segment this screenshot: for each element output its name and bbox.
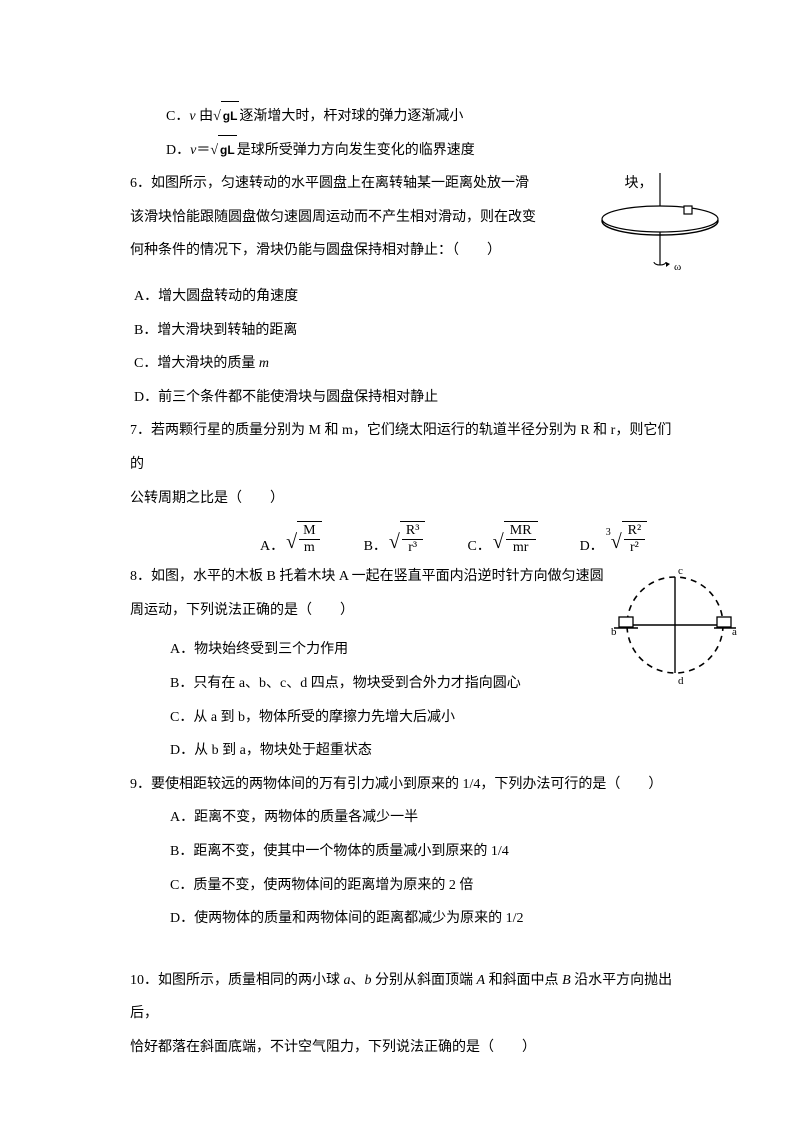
q8-block: a b c d 8．如图，水平的木板 B 托着木块 A 一起在竖直平面内沿逆时针… [130, 560, 680, 768]
q8-option-c: C．从 a 到 b，物体所受的摩擦力先增大后减小 [130, 701, 680, 735]
q5d-pre: D． [166, 143, 190, 158]
q7-options-row: A． √ Mm B． √ R³r³ C． √ MRmr [130, 521, 680, 556]
q10-c: 、 [351, 973, 365, 988]
sqrt-icon: √ MRmr [493, 521, 538, 556]
q6-option-b: B．增大滑块到转轴的距离 [130, 314, 680, 348]
q7-option-c: C． √ MRmr [467, 521, 537, 556]
q10-stem-1: 10．如图所示，质量相同的两小球 a、b 分别从斜面顶端 A 和斜面中点 B 沿… [130, 964, 680, 1031]
sqrt-icon: √gL [210, 134, 236, 168]
q6s2l: 该滑块恰能跟随圆盘做匀速圆周运动而不产生相对滑动，则在改变 [130, 210, 536, 225]
q6-stem-2: 该滑块恰能跟随圆盘做匀速圆周运动而不产生相对滑动，则在改变 下列 [130, 201, 680, 235]
q6-stem-3: 何种条件的情况下，滑块仍能与圆盘保持相对静止：（ ） [130, 234, 680, 268]
q7b-den: r³ [404, 540, 421, 555]
q6c-pre: C．增大滑块的质量 [134, 356, 259, 371]
q6-option-d: D．前三个条件都不能使滑块与圆盘保持相对静止 [130, 381, 680, 415]
labD: D． [580, 539, 604, 556]
q5-option-d: D．v＝√gL是球所受弹力方向发生变化的临界速度 [130, 134, 680, 168]
q7-stem-2: 公转周期之比是（ ） [130, 482, 680, 516]
q9-stem: 9．要使相距较远的两物体间的万有引力减小到原来的 1/4，下列办法可行的是（ ） [130, 768, 680, 802]
q5c-sqrt: gL [221, 101, 240, 131]
q7-option-a: A． √ Mm [260, 521, 322, 556]
q7a-num: M [299, 523, 319, 539]
sqrt-icon: √ Mm [286, 521, 321, 556]
q6-option-c: C．增大滑块的质量 m [130, 347, 680, 381]
q7b-num: R³ [402, 523, 424, 539]
q6-stem-1: 6．如图所示，匀速转动的水平圆盘上在离转轴某一距离处放一滑 块， [130, 167, 680, 201]
q8-option-a: A．物块始终受到三个力作用 [130, 633, 680, 667]
q5c-pre: C． [166, 109, 189, 124]
q7a-den: m [300, 540, 319, 555]
q6-option-a: A．增大圆盘转动的角速度 [130, 280, 680, 314]
q7-option-b: B． √ R³r³ [364, 521, 426, 556]
labB: B． [364, 539, 387, 556]
q6-block: ω 6．如图所示，匀速转动的水平圆盘上在离转轴某一距离处放一滑 块， 该滑块恰能… [130, 167, 680, 414]
q10-a: 10．如图所示，质量相同的两小球 [130, 973, 344, 988]
q9-option-d: D．使两物体的质量和两物体间的距离都减少为原来的 1/2 [130, 902, 680, 936]
q7d-num: R² [624, 523, 646, 539]
q6s1l: 6．如图所示，匀速转动的水平圆盘上在离转轴某一距离处放一滑 [130, 176, 529, 191]
q10-f: A [477, 973, 486, 988]
q7-stem-1: 7．若两颗行星的质量分别为 M 和 m，它们绕太阳运行的轨道半径分别为 R 和 … [130, 414, 680, 481]
label-a: a [732, 626, 737, 638]
q7d-den: r² [626, 540, 643, 555]
q10-h: B [562, 973, 571, 988]
q8-option-b: B．只有在 a、b、c、d 四点，物块受到合外力才指向圆心 [130, 667, 680, 701]
sqrt-icon: √gL [213, 100, 239, 134]
q8-option-d: D．从 b 到 a，物块处于超重状态 [130, 734, 680, 768]
labA: A． [260, 539, 284, 556]
q10-b: a [344, 973, 351, 988]
q6s2r: 下列 [540, 201, 660, 235]
q5d-post: 是球所受弹力方向发生变化的临界速度 [237, 143, 475, 158]
q5-option-c: C．v 由√gL逐渐增大时，杆对球的弹力逐渐减小 [130, 100, 680, 134]
q9-option-a: A．距离不变，两物体的质量各减少一半 [130, 801, 680, 835]
q7c-den: mr [509, 540, 533, 555]
q7-option-d: D． 3 √ R²r² [580, 521, 648, 556]
q8-stem-1: 8．如图，水平的木板 B 托着木块 A 一起在竖直平面内沿逆时针方向做匀速圆 [130, 560, 680, 594]
q10-e: 分别从斜面顶端 [372, 973, 477, 988]
q5d-eq: ＝ [196, 143, 210, 158]
q9-option-b: B．距离不变，使其中一个物体的质量减小到原来的 1/4 [130, 835, 680, 869]
q10-g: 和斜面中点 [485, 973, 562, 988]
q5c-post: 逐渐增大时，杆对球的弹力逐渐减小 [239, 109, 463, 124]
q7c-num: MR [506, 523, 536, 539]
q5c-mid: 由 [196, 109, 214, 124]
q10-d: b [365, 973, 372, 988]
labC: C． [467, 539, 490, 556]
sqrt-icon: √ R³r³ [389, 521, 426, 556]
q5d-sqrt: gL [218, 135, 237, 165]
q6s1r: 块， [533, 167, 653, 201]
q8-stem-2: 周运动，下列说法正确的是（ ） [130, 594, 680, 628]
cbrt-icon: √ R²r² [611, 521, 648, 556]
q6c-m: m [259, 356, 269, 371]
q9-option-c: C．质量不变，使两物体间的距离增为原来的 2 倍 [130, 869, 680, 903]
q10-stem-2: 恰好都落在斜面底端，不计空气阻力，下列说法正确的是（ ） [130, 1031, 680, 1065]
